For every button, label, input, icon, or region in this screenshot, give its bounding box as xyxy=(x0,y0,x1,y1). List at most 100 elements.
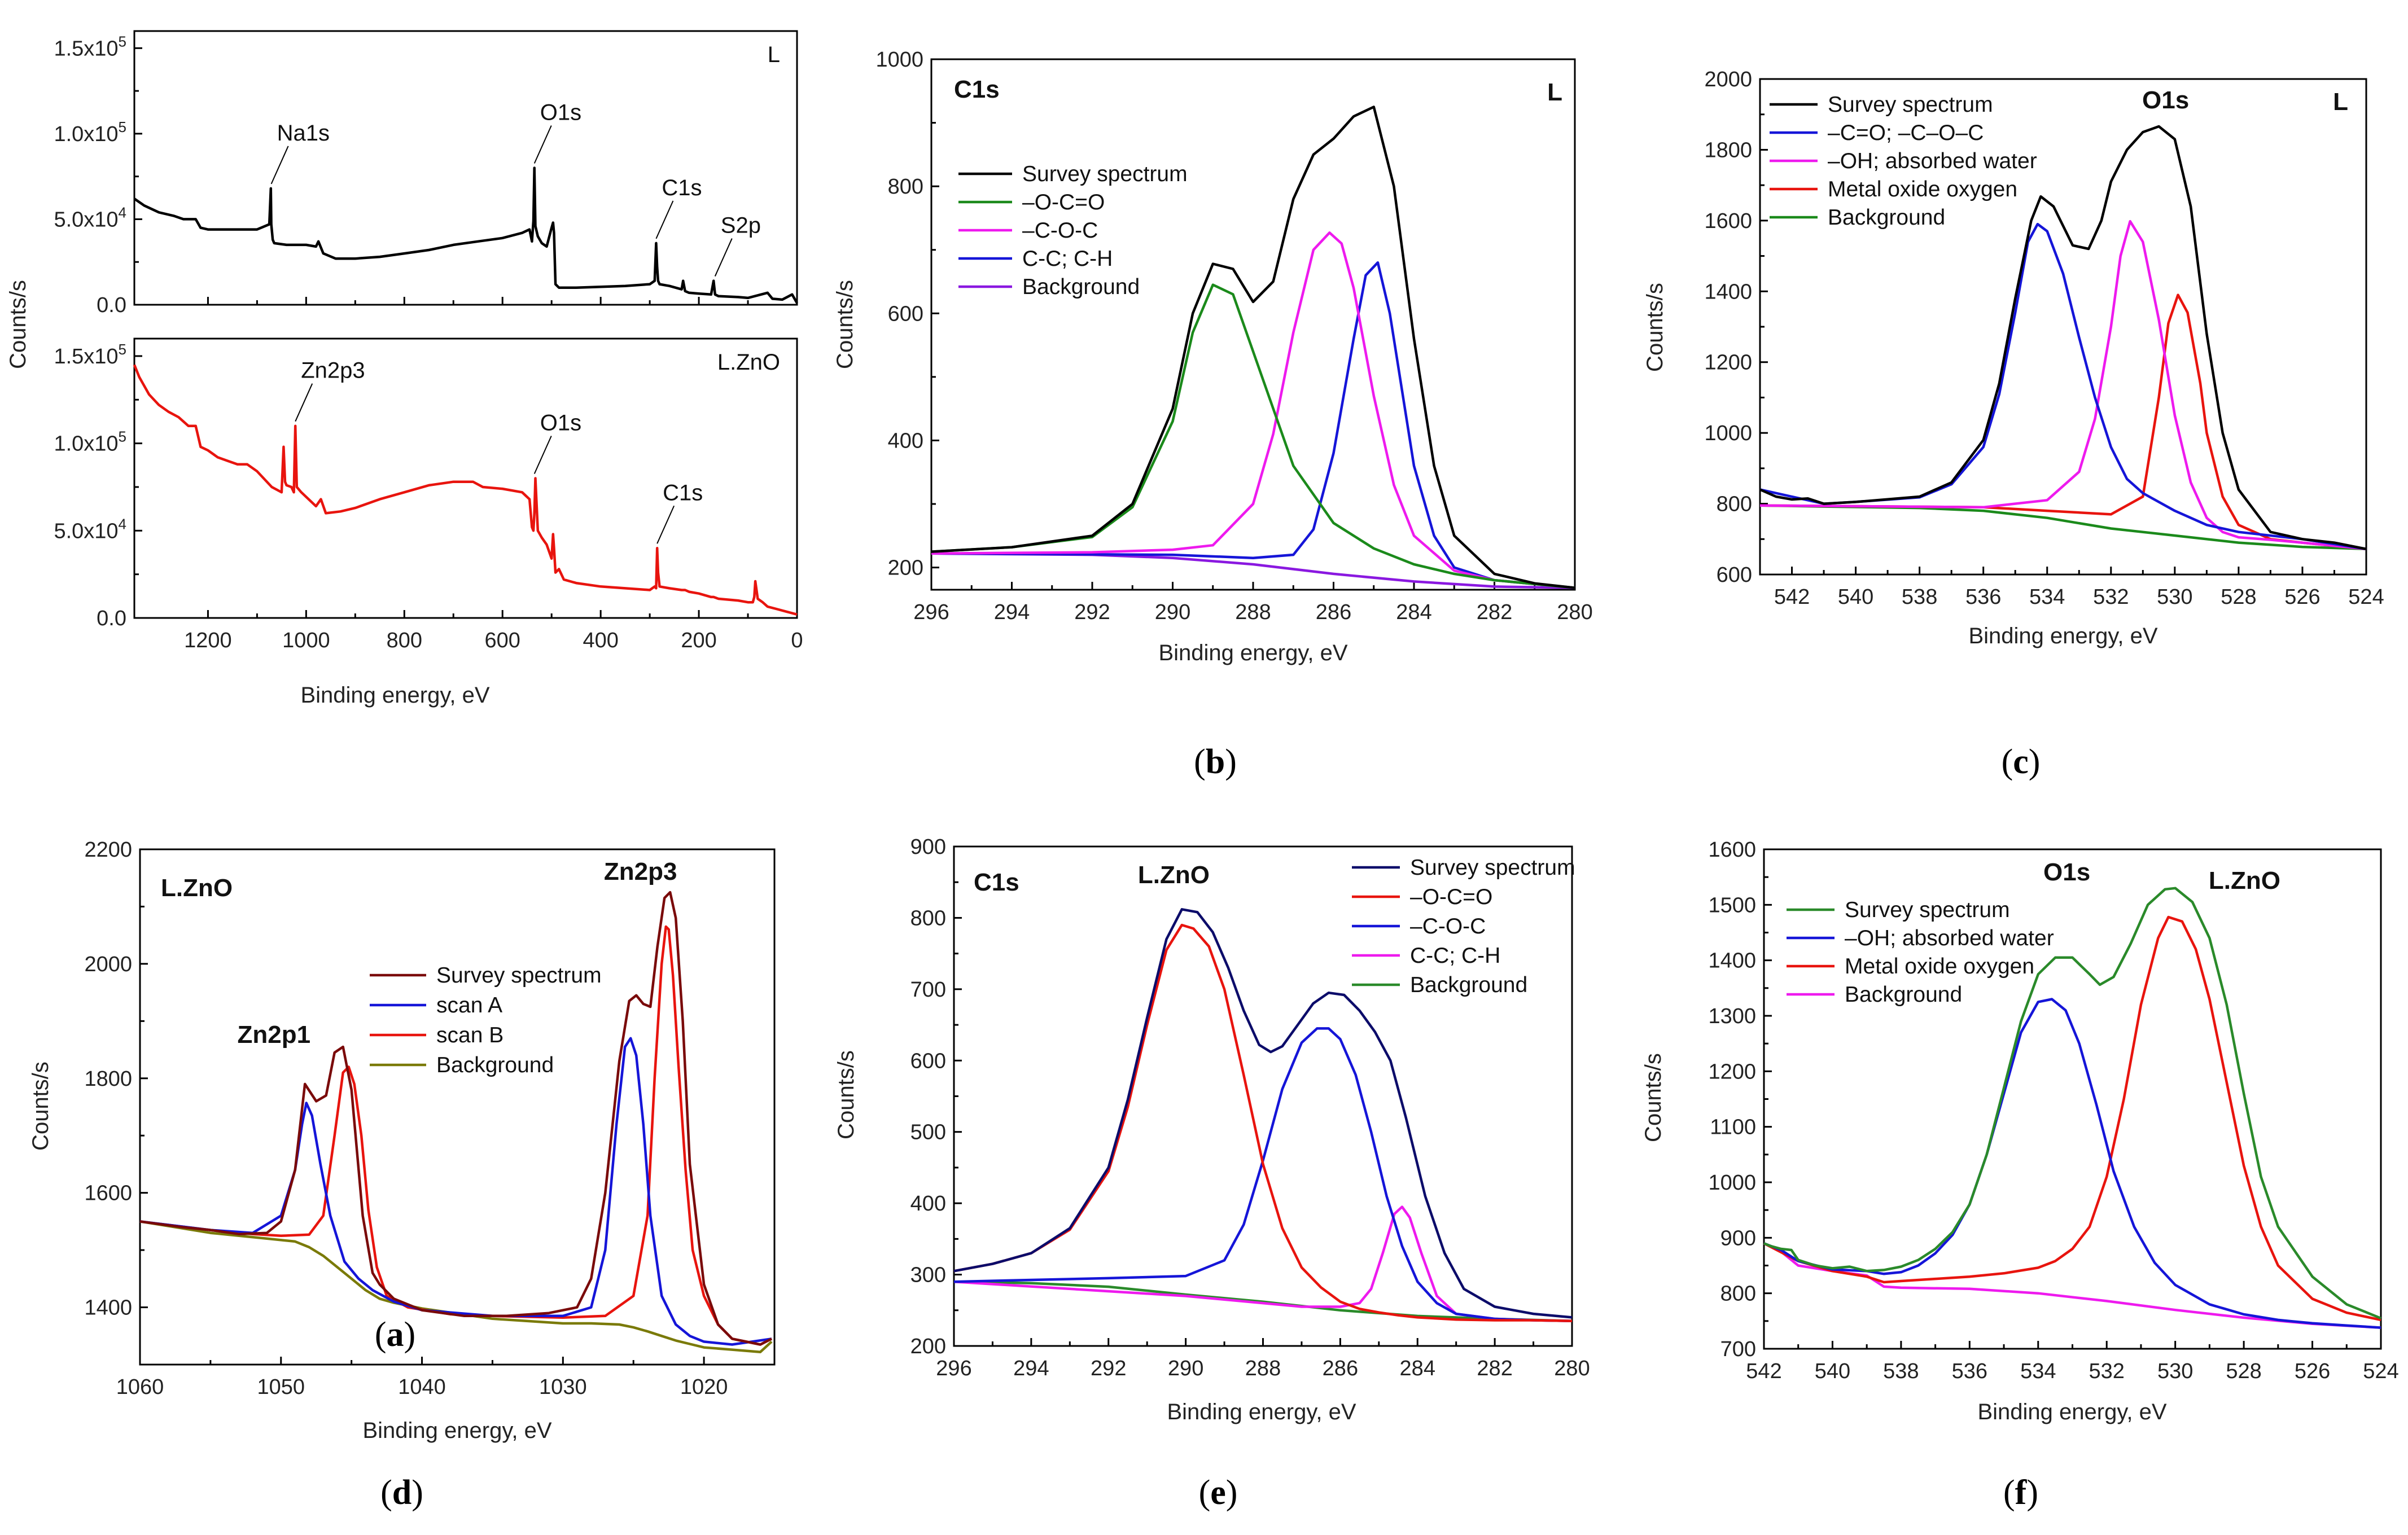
series-line-l-zno-spectrum xyxy=(133,364,798,616)
series-line-background xyxy=(139,1220,773,1353)
x-tick-label: 296 xyxy=(936,1357,971,1380)
peak-annotation: Zn2p3 xyxy=(604,858,677,885)
panel-c: 542 540 538 536 534 532 530 528 526 524 600 800 1000… xyxy=(1643,68,2384,781)
series-line-survey-spectrum xyxy=(931,106,1575,589)
panel-e: 296 294 292 290 288 286 284 282 280 200 300 400 500 6… xyxy=(834,835,1590,1512)
series-line-oh-absorbed-water xyxy=(1763,998,2381,1329)
x-tick-label: 524 xyxy=(2348,585,2384,609)
peak-annotation: C1s xyxy=(663,480,703,505)
y-axis-label: Counts/s xyxy=(834,1050,859,1139)
y-tick-label: 1.5x105 xyxy=(54,341,126,369)
legend-entry: C-C; C-H xyxy=(1410,944,1500,968)
series-line-survey-spectrum xyxy=(139,891,773,1346)
x-tick-label: 1200 xyxy=(184,629,232,652)
legend-entry: –O-C=O xyxy=(1410,885,1492,909)
x-tick-label: 284 xyxy=(1400,1357,1435,1380)
annotation-leader xyxy=(714,238,733,277)
peak-annotation: O1s xyxy=(540,411,581,436)
y-tick-label: 700 xyxy=(910,978,946,1002)
series-line-metal-oxide-oxygen xyxy=(1763,915,2381,1322)
y-tick-label: 0.0 xyxy=(97,293,126,317)
y-axis-label: Counts/s xyxy=(1643,283,1667,372)
panel-f: 542 540 538 536 534 532 530 528 526 524 700 800 900 1… xyxy=(1641,838,2399,1512)
x-tick-label: 286 xyxy=(1323,1357,1358,1380)
y-tick-label: 1.0x105 xyxy=(54,428,126,456)
y-tick-label: 1200 xyxy=(1708,1060,1756,1084)
x-tick-label: 1050 xyxy=(257,1375,305,1399)
x-tick-label: 528 xyxy=(2221,585,2256,609)
subplot-l-zno: 1200 1000 800 600 400 200 0 0.0 5.0x104 1.0x105 1.… xyxy=(54,337,803,652)
x-tick-label: 536 xyxy=(1965,585,2001,609)
x-tick-label: 534 xyxy=(2029,585,2065,609)
x-tick-label: 1020 xyxy=(680,1375,728,1399)
y-tick-label: 1800 xyxy=(84,1067,132,1091)
peak-annotation: S2p xyxy=(721,213,761,238)
y-tick-label: 600 xyxy=(910,1049,946,1073)
x-tick-label: 524 xyxy=(2363,1359,2398,1383)
x-axis-label: Binding energy, eV xyxy=(1977,1400,2166,1424)
legend-entry: scan B xyxy=(436,1023,504,1047)
legend-entry: Survey spectrum xyxy=(436,963,602,988)
x-tick-label: 532 xyxy=(2093,585,2129,609)
panel-a: 0.0 5.0x104 1.0x105 1.5x105 L Na1s O1s C1s S2p 12… xyxy=(6,30,803,1354)
y-axis-label: Counts/s xyxy=(1641,1053,1666,1142)
y-tick-label: 600 xyxy=(888,302,923,326)
y-tick-label: 0.0 xyxy=(97,607,126,630)
x-tick-label: 534 xyxy=(2020,1359,2056,1383)
y-tick-label: 1400 xyxy=(1708,949,1756,973)
x-tick-label: 282 xyxy=(1477,600,1512,624)
series-line-scan-a xyxy=(139,1037,772,1346)
y-tick-label: 500 xyxy=(910,1121,946,1144)
x-tick-label: 1000 xyxy=(282,629,330,652)
y-tick-label: 1000 xyxy=(1704,422,1752,445)
x-tick-label: 296 xyxy=(913,600,949,624)
legend-entry: scan A xyxy=(436,993,502,1018)
y-tick-label: 800 xyxy=(910,906,946,930)
subplot-l: 0.0 5.0x104 1.0x105 1.5x105 L Na1s O1s C1s S2p xyxy=(54,30,798,317)
x-tick-label: 1060 xyxy=(116,1375,164,1399)
panel-caption: (c) xyxy=(2002,743,2041,781)
x-tick-label: 286 xyxy=(1316,600,1351,624)
legend-entry: Survey spectrum xyxy=(1845,898,2010,922)
panel-caption: (e) xyxy=(1199,1473,1238,1512)
legend-entry: C-C; C-H xyxy=(1022,247,1113,271)
y-tick-label: 2200 xyxy=(84,838,132,862)
panel-title: C1s xyxy=(954,76,1000,103)
x-tick-label: 538 xyxy=(1902,585,1937,609)
series-line-c-c-c-h xyxy=(931,261,1575,589)
legend-entry: Background xyxy=(1022,275,1140,299)
peak-annotation: O1s xyxy=(540,100,581,125)
y-tick-label: 1600 xyxy=(1708,838,1756,862)
legend-entry: Metal oxide oxygen xyxy=(1845,954,2034,979)
y-tick-label: 5.0x104 xyxy=(54,515,126,543)
legend-entry: –C-O-C xyxy=(1022,218,1098,243)
legend-entry: Background xyxy=(1410,973,1527,997)
panel-d: 1060 1050 1040 1030 1020 1400 1600 1800 2000 2200… xyxy=(28,838,776,1512)
x-tick-label: 800 xyxy=(387,629,422,652)
x-tick-label: 200 xyxy=(681,629,716,652)
y-tick-label: 400 xyxy=(888,429,923,453)
y-axis-label: Counts/s xyxy=(28,1062,53,1151)
panel-title: O1s xyxy=(2142,86,2189,114)
legend-entry: Background xyxy=(1845,983,1962,1007)
y-tick-label: 200 xyxy=(888,556,923,580)
x-tick-label: 280 xyxy=(1557,600,1592,624)
series-line-c-c-c-h xyxy=(953,1205,1573,1323)
y-tick-label: 800 xyxy=(888,175,923,199)
legend-entry: Background xyxy=(436,1053,554,1077)
x-tick-label: 542 xyxy=(1774,585,1810,609)
y-tick-label: 1600 xyxy=(84,1182,132,1205)
panel-caption: (a) xyxy=(375,1315,415,1354)
x-tick-label: 400 xyxy=(583,629,618,652)
x-tick-label: 526 xyxy=(2284,585,2320,609)
sample-tag: L xyxy=(1547,78,1562,106)
y-tick-label: 700 xyxy=(1720,1337,1756,1361)
annotation-leader xyxy=(270,146,289,185)
y-tick-label: 400 xyxy=(910,1192,946,1216)
x-tick-label: 532 xyxy=(2089,1359,2125,1383)
x-tick-label: 526 xyxy=(2295,1359,2330,1383)
y-tick-label: 2000 xyxy=(84,953,132,976)
y-tick-label: 300 xyxy=(910,1264,946,1287)
y-tick-label: 1500 xyxy=(1708,893,1756,917)
